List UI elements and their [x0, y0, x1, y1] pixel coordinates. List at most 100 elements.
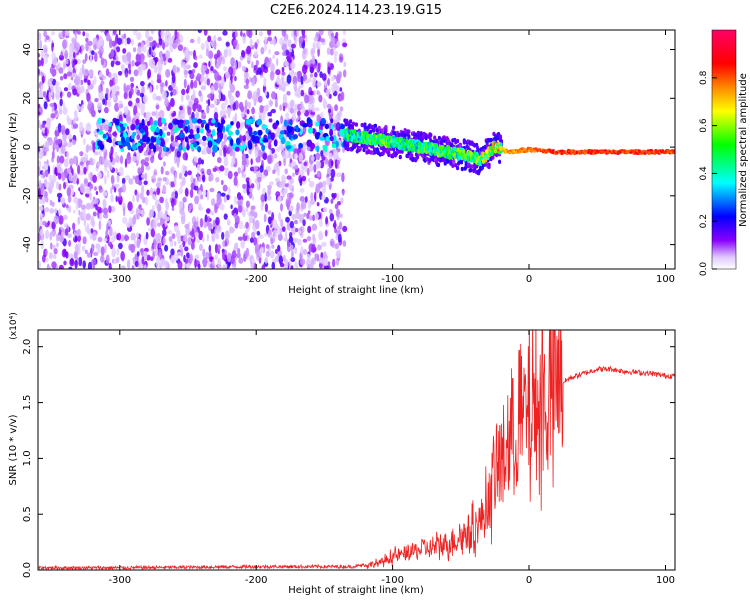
noise-cell	[269, 253, 275, 258]
noise-cell	[90, 184, 94, 189]
noise-cell	[255, 43, 258, 50]
noise-cell	[269, 100, 274, 106]
noise-cell	[105, 254, 110, 264]
noise-cell	[321, 73, 327, 81]
noise-cell	[118, 166, 124, 177]
noise-cell	[57, 62, 61, 69]
noise-cell	[202, 248, 206, 258]
noise-cluster-cell	[339, 128, 345, 137]
noise-cell	[264, 203, 268, 213]
noise-cell	[88, 181, 92, 187]
noise-cell	[106, 170, 110, 179]
noise-cell	[277, 180, 281, 188]
noise-cell	[246, 108, 250, 115]
noise-cell	[199, 243, 203, 251]
noise-cluster-cell	[150, 136, 157, 143]
ridge-cell	[435, 143, 439, 148]
noise-cluster-cell	[248, 142, 253, 150]
noise-cell	[266, 61, 271, 68]
noise-cluster-cell	[161, 117, 167, 124]
noise-cell	[76, 58, 82, 65]
noise-cell	[187, 106, 192, 116]
noise-cell	[268, 142, 272, 150]
ridge-halo-cell	[436, 162, 441, 168]
noise-cell	[111, 247, 116, 258]
noise-cell	[249, 38, 253, 48]
noise-cell	[293, 237, 298, 243]
noise-cell	[327, 108, 332, 114]
noise-cell	[179, 208, 185, 215]
ridge-halo-cell	[346, 146, 350, 152]
noise-cluster-cell	[230, 121, 234, 126]
noise-cell	[281, 66, 285, 73]
noise-cell	[323, 265, 330, 269]
noise-cell	[68, 205, 72, 213]
noise-cell	[201, 159, 205, 165]
noise-cluster-cell	[330, 118, 334, 124]
noise-cell	[316, 40, 319, 50]
noise-cell	[326, 103, 332, 109]
y-tick-label: 40	[22, 43, 33, 56]
noise-cell	[258, 31, 263, 37]
ridge-halo-cell	[369, 129, 373, 134]
noise-cell	[309, 66, 315, 74]
noise-cell	[42, 91, 47, 98]
ridge-halo-cell	[424, 133, 428, 138]
noise-cell	[207, 35, 212, 43]
noise-cell	[194, 55, 198, 61]
noise-cell	[130, 82, 135, 88]
noise-cell	[56, 192, 63, 198]
noise-cell	[54, 208, 58, 214]
noise-cell	[282, 93, 287, 104]
noise-cell	[136, 193, 140, 203]
noise-cluster-cell	[251, 134, 256, 142]
noise-cell	[194, 254, 200, 259]
noise-cluster-cell	[219, 122, 224, 131]
noise-cell	[55, 181, 60, 190]
noise-cell	[43, 30, 47, 38]
noise-cell	[300, 104, 304, 109]
snr-panel: -300 -200 -100 0 100 0.0 0.5 1.0 1.5 2.0 Height o…	[8, 312, 676, 596]
noise-cell	[130, 243, 136, 253]
noise-cluster-cell	[204, 123, 210, 131]
noise-cell	[342, 225, 348, 232]
noise-cell	[275, 248, 278, 255]
noise-cell	[286, 91, 291, 96]
noise-cell	[190, 50, 193, 56]
noise-cell	[218, 58, 222, 66]
noise-cell	[288, 182, 293, 190]
noise-cell	[226, 194, 230, 201]
noise-cell	[170, 255, 176, 264]
noise-cell	[233, 171, 239, 177]
noise-cell	[48, 174, 53, 182]
noise-cluster-cell	[178, 144, 182, 152]
noise-cell	[44, 141, 50, 149]
noise-cell	[278, 211, 282, 222]
noise-cell	[219, 165, 225, 172]
noise-cell	[241, 153, 246, 163]
noise-cell	[171, 191, 176, 200]
noise-cell	[187, 84, 190, 92]
noise-cell	[263, 213, 267, 223]
noise-cell	[316, 81, 322, 87]
noise-cell	[222, 251, 225, 261]
noise-cell	[245, 247, 250, 257]
noise-cell	[311, 54, 316, 65]
noise-cell	[227, 108, 231, 119]
noise-cluster-cell	[184, 126, 189, 134]
noise-cell	[310, 192, 314, 202]
noise-cell	[263, 77, 267, 87]
noise-cell	[251, 76, 255, 87]
noise-cell	[52, 173, 57, 183]
noise-cell	[131, 38, 134, 46]
noise-cell	[92, 37, 98, 45]
noise-cell	[92, 211, 97, 217]
noise-cell	[40, 84, 44, 91]
noise-cell	[143, 247, 149, 253]
noise-cell	[206, 168, 212, 176]
noise-cell	[203, 190, 207, 196]
noise-cell	[194, 195, 200, 205]
noise-cell	[336, 159, 340, 166]
noise-cell	[134, 175, 140, 185]
noise-cell	[327, 66, 331, 75]
